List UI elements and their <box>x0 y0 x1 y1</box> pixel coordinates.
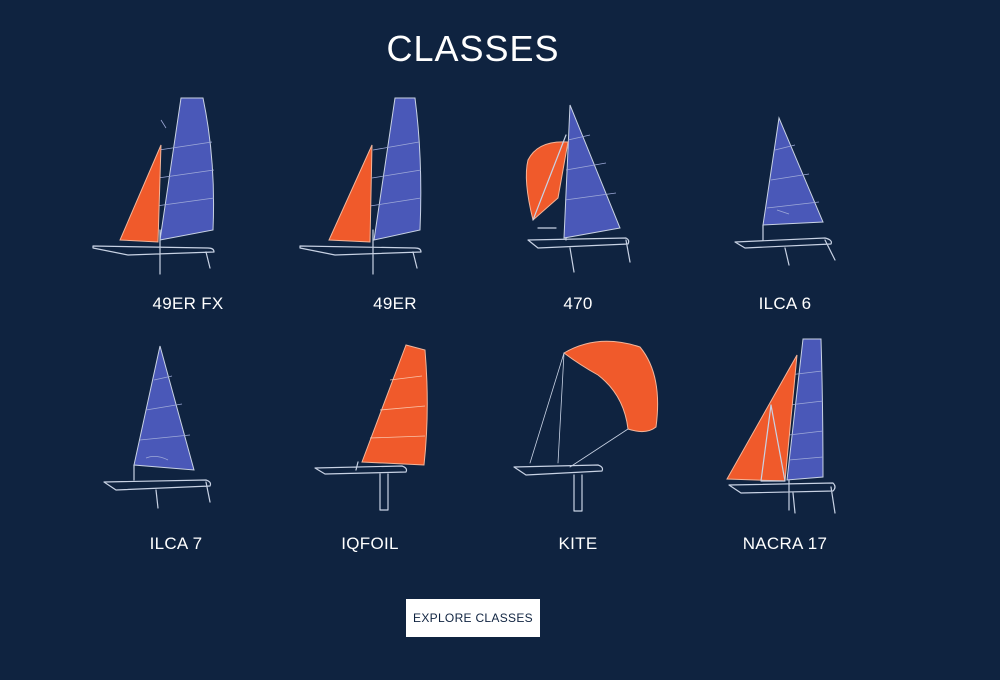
dinghy-470-icon <box>525 104 631 273</box>
page-title: CLASSES <box>386 28 560 69</box>
class-label: 49ER FX <box>152 294 224 313</box>
skiff-49er-icon <box>299 97 422 275</box>
class-label: NACRA 17 <box>742 534 828 553</box>
dinghy-ilca7-icon <box>103 345 212 509</box>
explore-classes-button[interactable]: EXPLORE CLASSES <box>406 599 540 637</box>
class-card-49er[interactable]: 49ER <box>295 90 495 320</box>
class-card-ilca-6[interactable]: ILCA 6 <box>685 90 885 320</box>
class-card-kite[interactable]: KITE <box>478 335 678 570</box>
catamaran-nacra17-icon <box>726 338 836 514</box>
class-card-49er-fx[interactable]: 49ER FX <box>88 90 288 320</box>
class-label: IQFOIL <box>341 534 399 553</box>
class-card-470[interactable]: 470 <box>478 90 678 320</box>
dinghy-ilca6-icon <box>734 116 836 266</box>
class-card-nacra-17[interactable]: NACRA 17 <box>685 335 885 570</box>
class-label: KITE <box>558 534 598 553</box>
class-label: 470 <box>563 294 593 313</box>
class-label: ILCA 7 <box>149 534 203 553</box>
class-label: ILCA 6 <box>758 294 812 313</box>
kitefoil-icon <box>513 340 659 512</box>
skiff-49erfx-icon <box>92 97 215 275</box>
windfoil-iqfoil-icon <box>314 344 428 511</box>
class-label: 49ER <box>373 294 417 313</box>
class-card-ilca-7[interactable]: ILCA 7 <box>76 340 276 570</box>
class-card-iqfoil[interactable]: IQFOIL <box>270 340 470 570</box>
